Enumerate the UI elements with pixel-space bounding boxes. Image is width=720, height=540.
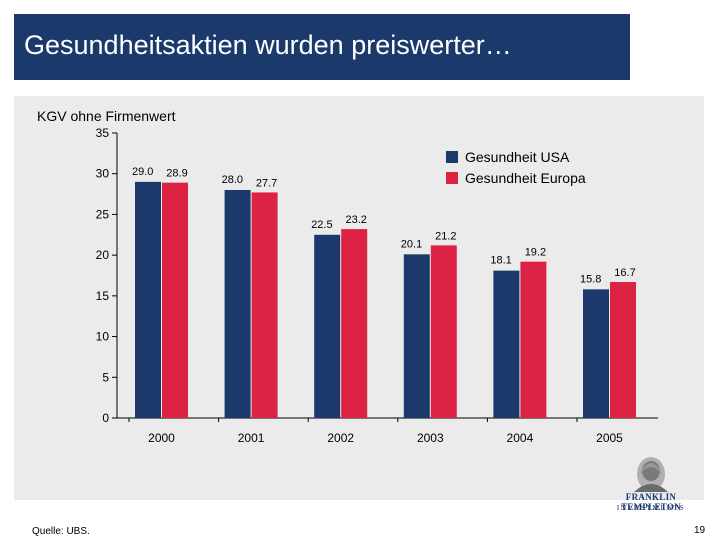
data-label: 15.8 [580, 273, 601, 285]
title-bar: Gesundheitsaktien wurden preiswerter… [14, 14, 630, 80]
legend-swatch [446, 172, 458, 184]
bar-usa-2002 [314, 234, 341, 418]
x-tick-label: 2000 [148, 431, 175, 445]
bar-europa-2001 [251, 192, 278, 418]
logo-text-line1: FRANKLIN TEMPLETON [620, 492, 682, 512]
bar-europa-2002 [341, 229, 368, 418]
y-tick-label: 5 [102, 370, 109, 384]
bar-usa-2003 [403, 254, 430, 418]
logo-text-line2: INVESTMENTS [616, 503, 686, 512]
franklin-templeton-logo: FRANKLIN TEMPLETON INVESTMENTS [596, 452, 706, 514]
data-label: 19.2 [525, 247, 546, 259]
bar-usa-2000 [135, 181, 161, 418]
data-label: 29.0 [132, 166, 153, 178]
bar-europa-2005 [610, 282, 636, 418]
y-tick-label: 0 [102, 411, 109, 425]
page-number: 19 [694, 525, 706, 536]
bar-europa-2003 [430, 245, 457, 418]
chart-labels: 29.0 28.9 2000 28.0 27.7 2001 22.5 23.2 2002 20.1… [132, 166, 636, 445]
data-label: 27.7 [256, 177, 277, 189]
legend-label: Gesundheit USA [465, 149, 570, 165]
data-label: 22.5 [311, 219, 332, 231]
x-tick-label: 2004 [507, 431, 534, 445]
source-note: Quelle: UBS. [32, 526, 90, 537]
x-tick-label: 2003 [417, 431, 444, 445]
chart-axes: 0 5 10 15 20 25 30 35 [96, 126, 658, 425]
bar-usa-2005 [583, 289, 609, 418]
y-tick-label: 35 [96, 126, 110, 140]
bar-europa-2000 [162, 182, 188, 418]
legend-swatch [446, 151, 458, 163]
y-tick-label: 15 [96, 289, 110, 303]
y-tick-label: 25 [96, 207, 110, 221]
bar-europa-2004 [520, 261, 547, 418]
data-label: 28.9 [166, 168, 187, 180]
slide-title: Gesundheitsaktien wurden preiswerter… [24, 30, 512, 60]
legend-label: Gesundheit Europa [465, 170, 586, 186]
y-tick-label: 10 [96, 330, 110, 344]
y-tick-label: 20 [96, 248, 110, 262]
data-label: 20.1 [401, 238, 422, 250]
bar-usa-2001 [224, 190, 251, 418]
x-tick-label: 2001 [238, 431, 265, 445]
chart-bars [135, 181, 636, 418]
data-label: 23.2 [345, 214, 366, 226]
y-tick-label: 30 [96, 167, 110, 181]
chart-legend: Gesundheit USA Gesundheit Europa [446, 149, 586, 186]
data-label: 16.7 [614, 267, 635, 279]
x-tick-label: 2002 [327, 431, 354, 445]
portrait-icon [634, 457, 668, 492]
data-label: 28.0 [222, 174, 243, 186]
bar-usa-2004 [493, 270, 520, 418]
data-label: 18.1 [490, 255, 511, 267]
x-tick-label: 2005 [596, 431, 623, 445]
data-label: 21.2 [435, 230, 456, 242]
chart-title: KGV ohne Firmenwert [37, 108, 176, 124]
